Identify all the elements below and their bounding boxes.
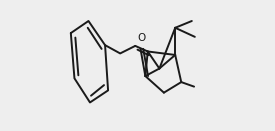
Text: O: O xyxy=(137,33,145,43)
